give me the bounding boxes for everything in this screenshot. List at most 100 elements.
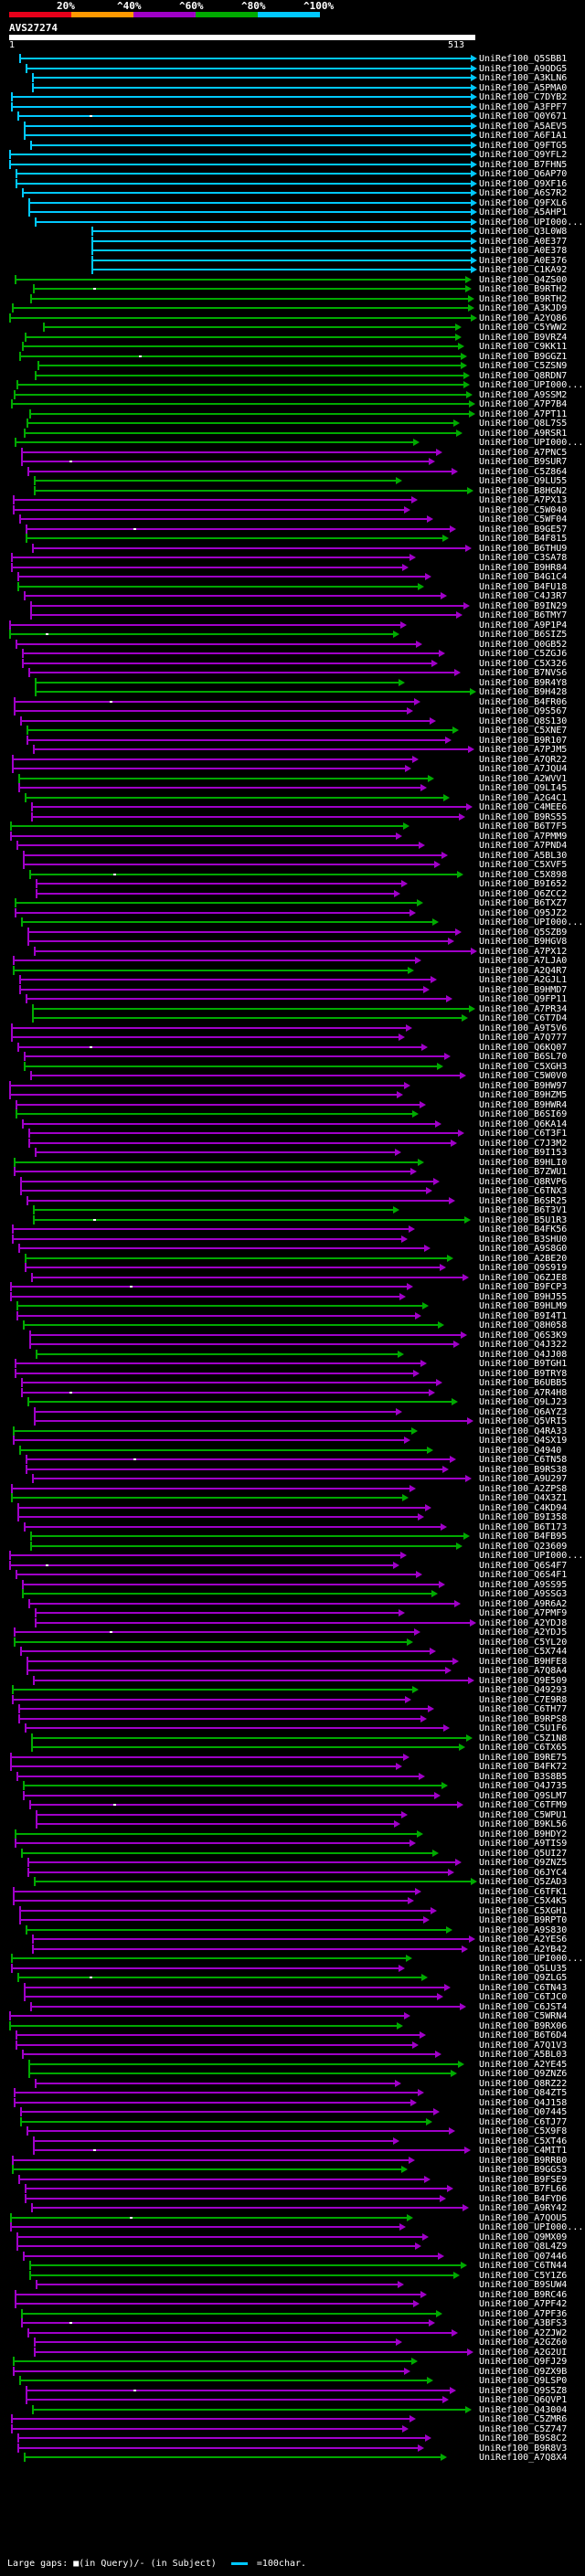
alignment-row[interactable]: UniRef100_C5YWW2 [0,322,585,334]
alignment-row[interactable]: UniRef100_C5ZSN9 [0,360,585,372]
alignment-label[interactable]: UniRef100_Q9LI45 [479,783,568,793]
alignment-row[interactable]: UniRef100_Q07445 [0,2106,585,2118]
alignment-row[interactable]: UniRef100_B4FR06 [0,696,585,708]
alignment-label[interactable]: UniRef100_B9KL56 [479,1819,568,1829]
alignment-row[interactable]: UniRef100_B7NVS6 [0,667,585,679]
alignment-row[interactable]: UniRef100_B6T173 [0,1521,585,1533]
alignment-row[interactable]: UniRef100_C1KA92 [0,264,585,276]
alignment-row[interactable]: UniRef100_A7JQU4 [0,763,585,775]
alignment-row[interactable]: UniRef100_Q6JYC4 [0,1867,585,1879]
alignment-row[interactable]: UniRef100_Q5UI27 [0,1848,585,1860]
alignment-row[interactable]: UniRef100_A2G4C1 [0,792,585,804]
alignment-row[interactable]: UniRef100_C6TN44 [0,2260,585,2272]
alignment-row[interactable]: UniRef100_A7Q777 [0,1032,585,1044]
alignment-row[interactable]: UniRef100_B6T6D4 [0,2030,585,2041]
alignment-label[interactable]: UniRef100_B4FR06 [479,696,568,707]
alignment-row[interactable]: UniRef100_C5X898 [0,869,585,881]
alignment-label[interactable]: UniRef100_A7Q8X4 [479,2453,568,2463]
alignment-label[interactable]: UniRef100_C3SA78 [479,553,568,563]
alignment-label[interactable]: UniRef100_A7PNC5 [479,447,568,458]
alignment-row[interactable]: UniRef100_Q9YFL2 [0,149,585,161]
alignment-label[interactable]: UniRef100_A7P7B4 [479,399,568,409]
alignment-row[interactable]: UniRef100_C5X326 [0,658,585,670]
alignment-label[interactable]: UniRef100_A7PX13 [479,495,568,505]
alignment-label[interactable]: UniRef100_B9R8V3 [479,2443,568,2454]
alignment-label[interactable]: UniRef100_A7Q8A4 [479,1666,568,1676]
alignment-label[interactable]: UniRef100_A7Q777 [479,1033,568,1043]
alignment-row[interactable]: UniRef100_Q9S919 [0,1262,585,1274]
alignment-label[interactable]: UniRef100_Q07445 [479,2107,568,2117]
alignment-label[interactable]: UniRef100_Q4940 [479,1445,562,1456]
alignment-row[interactable]: UniRef100_Q4J735 [0,1780,585,1792]
alignment-label[interactable]: UniRef100_A2BE20 [479,1253,568,1264]
alignment-row[interactable]: UniRef100_Q8L4Z9 [0,2241,585,2253]
alignment-label[interactable]: UniRef100_B6SI69 [479,1109,568,1119]
alignment-label[interactable]: UniRef100_B9RPT0 [479,1915,568,1925]
alignment-row[interactable]: UniRef100_Q5VRI5 [0,1415,585,1427]
alignment-label[interactable]: UniRef100_A0E378 [479,246,568,256]
alignment-row[interactable]: UniRef100_B9RTH2 [0,283,585,295]
alignment-label[interactable]: UniRef100_Q8L7S5 [479,419,568,429]
alignment-label[interactable]: UniRef100_Q9LJ23 [479,1397,568,1407]
alignment-row[interactable]: UniRef100_B9I358 [0,1511,585,1523]
alignment-label[interactable]: UniRef100_C6TNX3 [479,1186,568,1196]
alignment-label[interactable]: UniRef100_A6S7R2 [479,188,568,198]
alignment-label[interactable]: UniRef100_B9FCP3 [479,1282,568,1292]
alignment-row[interactable]: UniRef100_A0E377 [0,236,585,248]
alignment-row[interactable]: UniRef100_A2YQ86 [0,313,585,324]
alignment-label[interactable]: UniRef100_B3S8B5 [479,1771,568,1782]
alignment-label[interactable]: UniRef100_B9VRZ4 [479,332,568,343]
alignment-row[interactable]: UniRef100_UPI000... [0,437,585,449]
alignment-label[interactable]: UniRef100_A9S830 [479,1924,568,1935]
alignment-label[interactable]: UniRef100_Q5ZAD3 [479,1877,568,1887]
alignment-row[interactable]: UniRef100_Q9FTG5 [0,140,585,152]
alignment-label[interactable]: UniRef100_B9RTH2 [479,293,568,304]
alignment-row[interactable]: UniRef100_Q6AYZ3 [0,1406,585,1418]
alignment-row[interactable]: UniRef100_A7PF36 [0,2308,585,2320]
alignment-label[interactable]: UniRef100_Q9FP11 [479,994,568,1004]
alignment-label[interactable]: UniRef100_B6SIZ5 [479,630,568,640]
alignment-row[interactable]: UniRef100_A2WVV1 [0,773,585,785]
alignment-label[interactable]: UniRef100_C6JST4 [479,2001,568,2012]
alignment-label[interactable]: UniRef100_B9HFE8 [479,1656,568,1667]
alignment-row[interactable]: UniRef100_B4G1C4 [0,571,585,583]
alignment-label[interactable]: UniRef100_C5U1F6 [479,1723,568,1733]
alignment-row[interactable]: UniRef100_A7PT11 [0,408,585,420]
alignment-row[interactable]: UniRef100_B9R8V3 [0,2443,585,2454]
alignment-label[interactable]: UniRef100_Q07446 [479,2251,568,2262]
alignment-label[interactable]: UniRef100_Q6KQ07 [479,1042,568,1053]
alignment-label[interactable]: UniRef100_A5AHP1 [479,207,568,217]
alignment-label[interactable]: UniRef100_A9R6A2 [479,1598,568,1609]
alignment-label[interactable]: UniRef100_Q8RDN7 [479,370,568,381]
alignment-label[interactable]: UniRef100_C6TH77 [479,1704,568,1714]
alignment-row[interactable]: UniRef100_B9RRB0 [0,2155,585,2167]
alignment-label[interactable]: UniRef100_A7JQU4 [479,764,568,774]
alignment-label[interactable]: UniRef100_A9SS95 [479,1579,568,1590]
alignment-label[interactable]: UniRef100_A9QDG5 [479,63,568,74]
alignment-label[interactable]: UniRef100_B7FL66 [479,2184,568,2194]
alignment-label[interactable]: UniRef100_C5ZMR6 [479,2414,568,2424]
alignment-row[interactable]: UniRef100_Q9S5Z8 [0,2385,585,2397]
alignment-row[interactable]: UniRef100_Q6KA14 [0,1118,585,1130]
alignment-row[interactable]: UniRef100_A5AHP1 [0,207,585,218]
alignment-row[interactable]: UniRef100_B7FHN5 [0,159,585,171]
alignment-label[interactable]: UniRef100_A2G4C1 [479,792,568,803]
alignment-label[interactable]: UniRef100_B6SL70 [479,1052,568,1062]
alignment-row[interactable]: UniRef100_UPI000... [0,217,585,228]
alignment-label[interactable]: UniRef100_C5Y1Z6 [479,2270,568,2281]
alignment-label[interactable]: UniRef100_C6TFK1 [479,1886,568,1897]
alignment-label[interactable]: UniRef100_A7PF36 [479,2308,568,2319]
alignment-row[interactable]: UniRef100_B9TGH1 [0,1358,585,1370]
alignment-label[interactable]: UniRef100_Q9S567 [479,706,568,716]
alignment-row[interactable]: UniRef100_B9HW97 [0,1080,585,1092]
alignment-row[interactable]: UniRef100_A9T5V6 [0,1023,585,1034]
alignment-row[interactable]: UniRef100_C5XGH3 [0,1061,585,1073]
alignment-row[interactable]: UniRef100_Q6AP70 [0,168,585,180]
alignment-row[interactable]: UniRef100_Q9LSP0 [0,2375,585,2387]
alignment-row[interactable]: UniRef100_Q9ZNZ6 [0,2068,585,2080]
alignment-label[interactable]: UniRef100_Q9S5Z8 [479,2385,568,2396]
alignment-label[interactable]: UniRef100_B9HWR4 [479,1099,568,1110]
alignment-row[interactable]: UniRef100_B9RPS8 [0,1713,585,1725]
alignment-row[interactable]: UniRef100_A3KLN6 [0,72,585,84]
alignment-row[interactable]: UniRef100_C5W0V0 [0,1070,585,1082]
